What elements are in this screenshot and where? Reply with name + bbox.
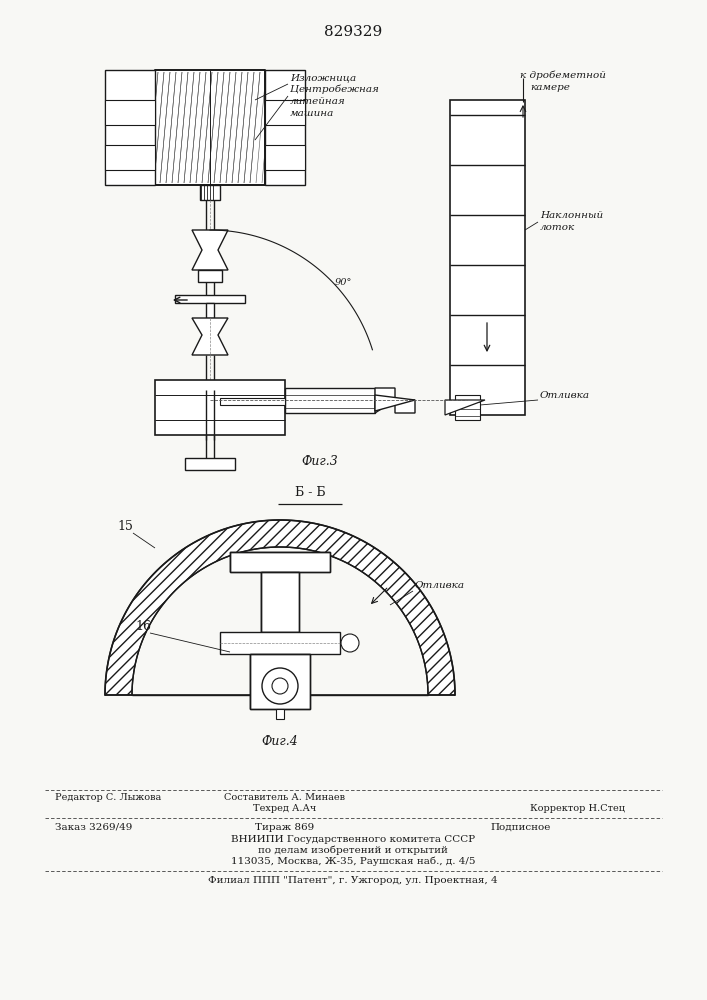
Text: Корректор Н.Стец: Корректор Н.Стец [530, 804, 625, 813]
Text: Отливка: Отливка [415, 581, 465, 590]
Text: литейная: литейная [290, 97, 346, 106]
Polygon shape [375, 388, 415, 413]
Text: Наклонный: Наклонный [540, 211, 603, 220]
Bar [155, 380, 285, 435]
Circle shape [262, 668, 298, 704]
Text: 829329: 829329 [324, 25, 382, 39]
Bar [105, 100, 155, 125]
Circle shape [272, 678, 288, 694]
Text: Отливка: Отливка [540, 391, 590, 400]
Bar [155, 70, 265, 185]
Bar [220, 398, 285, 405]
Text: Фиг.3: Фиг.3 [302, 455, 339, 468]
Bar [206, 303, 214, 318]
Text: Изложница: Изложница [290, 73, 356, 82]
Text: Техред А.Ач: Техред А.Ач [253, 804, 317, 813]
Bar [200, 185, 220, 200]
Bar [450, 100, 525, 415]
Polygon shape [192, 318, 228, 355]
Bar [250, 654, 310, 709]
Bar [285, 388, 375, 413]
Bar [265, 100, 305, 125]
Text: Филиал ППП "Патент", г. Ужгород, ул. Проектная, 4: Филиал ППП "Патент", г. Ужгород, ул. Про… [208, 876, 498, 885]
Polygon shape [445, 400, 485, 415]
Bar [220, 632, 340, 654]
Text: машина: машина [290, 109, 334, 118]
Text: Тираж 869: Тираж 869 [255, 823, 315, 832]
Text: к дробеметной: к дробеметной [520, 70, 606, 80]
Text: Подписное: Подписное [490, 823, 550, 832]
Polygon shape [192, 230, 228, 270]
Text: 16: 16 [135, 620, 151, 633]
Bar [250, 654, 310, 709]
Polygon shape [105, 70, 155, 185]
Text: Центробежная: Центробежная [290, 85, 379, 94]
Bar [455, 395, 480, 420]
Text: 113035, Москва, Ж-35, Раушская наб., д. 4/5: 113035, Москва, Ж-35, Раушская наб., д. … [230, 856, 475, 866]
Text: 15: 15 [117, 520, 133, 533]
Text: Фиг.4: Фиг.4 [262, 735, 298, 748]
Bar [230, 552, 330, 572]
Polygon shape [375, 395, 415, 411]
Text: по делам изобретений и открытий: по делам изобретений и открытий [258, 846, 448, 855]
Text: камере: камере [530, 83, 570, 92]
Text: Составитель А. Минаев: Составитель А. Минаев [225, 793, 346, 802]
Bar [185, 458, 235, 470]
Bar [261, 572, 299, 632]
Bar [175, 295, 245, 303]
Bar [105, 145, 155, 170]
Text: Б - Б: Б - Б [295, 486, 325, 499]
Text: Заказ 3269/49: Заказ 3269/49 [55, 823, 132, 832]
Polygon shape [265, 70, 305, 185]
Bar [276, 709, 284, 719]
Bar [198, 270, 222, 282]
Text: Редактор С. Лыжова: Редактор С. Лыжова [55, 793, 161, 802]
Bar [265, 145, 305, 170]
Text: 90°: 90° [335, 278, 352, 287]
Circle shape [341, 634, 359, 652]
Bar [261, 572, 299, 632]
Polygon shape [105, 520, 455, 695]
Text: лоток: лоток [540, 223, 575, 232]
Bar [230, 552, 330, 572]
Text: ВНИИПИ Государственного комитета СССР: ВНИИПИ Государственного комитета СССР [231, 835, 475, 844]
